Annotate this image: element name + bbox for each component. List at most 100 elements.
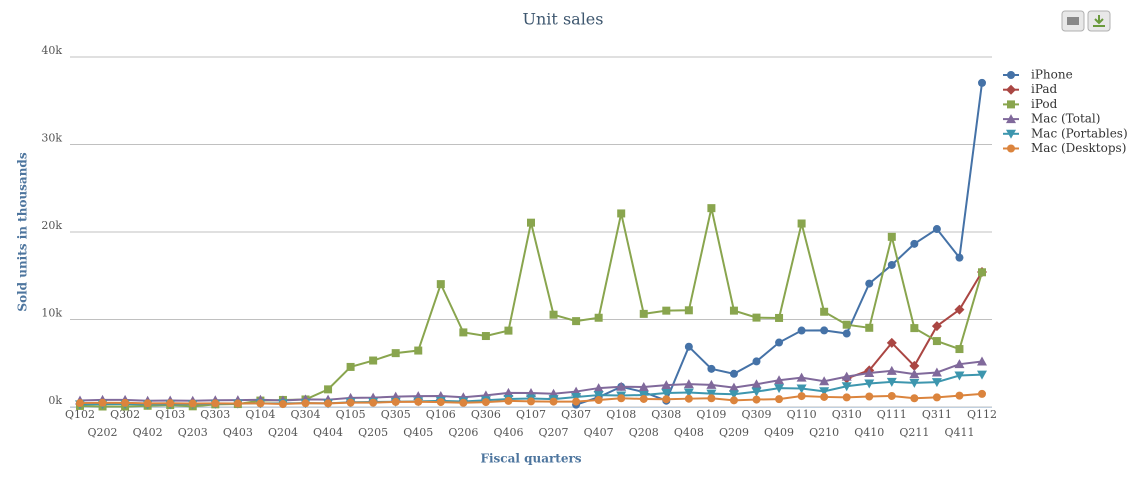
chart-title: Unit sales xyxy=(523,10,604,29)
marker xyxy=(143,399,152,408)
marker xyxy=(684,342,693,351)
marker xyxy=(797,326,806,335)
marker xyxy=(166,399,175,408)
export-button[interactable] xyxy=(1087,10,1111,32)
marker xyxy=(864,368,875,378)
x-tick-label: Q112 xyxy=(967,408,997,421)
marker xyxy=(751,379,762,389)
legend-marker xyxy=(1007,144,1015,153)
marker xyxy=(684,394,693,403)
marker xyxy=(842,320,851,329)
marker xyxy=(842,329,851,338)
marker xyxy=(638,381,649,391)
legend-label: iPhone xyxy=(1031,68,1073,82)
x-tick-label: Q305 xyxy=(381,408,411,421)
marker xyxy=(909,360,920,371)
legend-label: iPad xyxy=(1031,82,1058,96)
marker xyxy=(616,381,627,391)
marker xyxy=(121,398,130,407)
legend-label: Mac (Desktops) xyxy=(1031,141,1126,155)
marker xyxy=(774,384,785,394)
x-tick-label: Q411 xyxy=(944,426,974,439)
marker xyxy=(527,397,535,406)
y-axis-title: Sold units in thousands xyxy=(16,152,30,311)
legend-marker xyxy=(1006,114,1016,124)
marker xyxy=(369,356,378,365)
x-axis-title: Fiscal quarters xyxy=(480,452,581,466)
marker xyxy=(639,309,648,318)
marker xyxy=(910,324,919,333)
y-tick-label: 30k xyxy=(41,132,62,145)
x-tick-label: Q209 xyxy=(719,426,749,439)
x-tick-label: Q402 xyxy=(133,426,163,439)
x-tick-label: Q410 xyxy=(854,426,884,439)
marker xyxy=(796,372,807,382)
marker xyxy=(796,384,807,394)
marker xyxy=(752,357,761,366)
marker xyxy=(662,395,671,404)
marker xyxy=(820,307,829,316)
print-button[interactable] xyxy=(1061,10,1085,32)
marker xyxy=(932,225,941,234)
x-tick-label: Q102 xyxy=(65,408,95,421)
marker xyxy=(728,382,739,392)
x-tick-label: Q107 xyxy=(516,408,546,421)
marker xyxy=(864,379,875,389)
marker xyxy=(706,389,717,399)
x-tick-label: Q311 xyxy=(922,408,952,421)
y-tick-label: 40k xyxy=(41,44,62,57)
marker xyxy=(617,209,626,218)
x-tick-label: Q406 xyxy=(493,426,523,439)
marker xyxy=(436,280,445,289)
marker xyxy=(774,375,785,385)
marker xyxy=(706,379,717,389)
marker xyxy=(865,279,874,288)
x-tick-label: Q403 xyxy=(223,426,253,439)
marker xyxy=(504,396,513,405)
series xyxy=(572,78,986,409)
marker xyxy=(324,399,333,408)
marker xyxy=(728,390,739,400)
y-tick-label: 0k xyxy=(48,394,62,407)
line xyxy=(575,82,983,406)
legend-marker xyxy=(1007,71,1015,79)
x-tick-label: Q207 xyxy=(539,426,569,439)
marker xyxy=(346,362,355,371)
x-tick-label: Q105 xyxy=(336,408,366,421)
marker xyxy=(955,345,964,354)
marker xyxy=(820,326,829,335)
marker xyxy=(594,313,603,322)
marker xyxy=(256,399,265,408)
marker xyxy=(954,371,965,381)
x-tick-label: Q307 xyxy=(561,408,591,421)
marker xyxy=(978,268,986,277)
marker xyxy=(661,388,672,398)
marker xyxy=(729,396,738,405)
marker xyxy=(661,380,672,390)
marker xyxy=(751,387,762,397)
x-tick-label: Q304 xyxy=(290,408,320,421)
legend-marker xyxy=(1007,100,1015,109)
x-tick-label: Q211 xyxy=(899,426,929,439)
marker xyxy=(707,394,716,403)
marker xyxy=(978,389,986,398)
marker xyxy=(188,399,197,408)
marker xyxy=(571,392,582,402)
marker xyxy=(527,218,535,227)
marker xyxy=(459,328,468,337)
marker xyxy=(865,392,874,401)
marker xyxy=(593,383,604,393)
x-tick-label: Q409 xyxy=(764,426,794,439)
marker xyxy=(886,337,897,348)
marker xyxy=(955,253,964,262)
x-tick-label: Q302 xyxy=(110,408,140,421)
marker xyxy=(842,393,851,402)
x-tick-label: Q104 xyxy=(245,408,275,421)
marker xyxy=(931,367,942,377)
marker xyxy=(549,310,558,319)
marker xyxy=(594,396,603,404)
x-tick-label: Q108 xyxy=(606,408,636,421)
x-tick-label: Q308 xyxy=(651,408,681,421)
marker xyxy=(752,313,761,322)
